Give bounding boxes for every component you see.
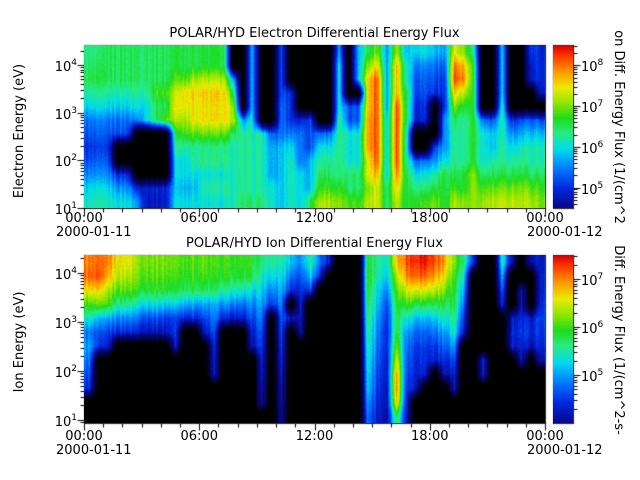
electron-date-left: 2000-01-11 [56, 225, 132, 240]
electron-x-tick-label: 18:00 [411, 211, 449, 226]
electron-date-right: 2000-01-12 [527, 225, 603, 240]
electron-chart-title: POLAR/HYD Electron Differential Energy F… [169, 26, 460, 41]
ion-colorbar-label: Diff. Energy Flux (1/(cm^2-s- [611, 245, 626, 435]
electron-y-tick-label: 101 [54, 201, 77, 219]
ion-x-tick-label: 00:00 [65, 429, 103, 444]
electron-x-tick-label: 00:00 [65, 211, 103, 226]
ion-colorbar-canvas [553, 255, 573, 423]
electron-y-tick-label: 103 [54, 106, 77, 124]
electron-x-tick-label: 00:00 [526, 211, 564, 226]
ion-colorbar-tick-label: 105 [581, 368, 604, 386]
electron-colorbar-canvas [553, 45, 573, 208]
electron-y-tick-label: 104 [54, 58, 77, 76]
electron-colorbar-tick-label: 105 [581, 181, 604, 199]
electron-colorbar-tick-label: 108 [581, 58, 604, 76]
electron-colorbar-label: on Diff. Energy Flux (1/(cm^2 [611, 30, 626, 224]
ion-x-tick-label: 12:00 [295, 429, 334, 444]
ion-x-tick-label: 06:00 [180, 429, 218, 444]
electron-y-tick-label: 102 [54, 153, 77, 171]
electron-x-tick-label: 12:00 [295, 211, 334, 226]
ion-date-right: 2000-01-12 [527, 443, 603, 458]
ion-x-tick-label: 00:00 [526, 429, 564, 444]
electron-spectrogram-canvas [84, 45, 545, 208]
ion-y-tick-label: 102 [54, 364, 77, 382]
ion-y-tick-label: 101 [54, 413, 77, 431]
ion-y-tick-label: 103 [54, 315, 77, 333]
ion-x-tick-label: 18:00 [411, 429, 449, 444]
ion-colorbar-tick-label: 107 [581, 272, 604, 290]
electron-y-axis-label: Electron Energy (eV) [12, 63, 27, 199]
ion-chart-title: POLAR/HYD Ion Differential Energy Flux [186, 236, 443, 251]
electron-x-tick-label: 06:00 [180, 211, 218, 226]
ion-y-axis-label: Ion Energy (eV) [12, 291, 27, 393]
electron-colorbar-tick-label: 107 [581, 99, 604, 117]
ion-y-tick-label: 104 [54, 266, 77, 284]
ion-date-left: 2000-01-11 [56, 443, 132, 458]
electron-colorbar-tick-label: 106 [581, 140, 604, 158]
ion-colorbar-tick-label: 106 [581, 320, 604, 338]
ion-spectrogram-canvas [84, 255, 545, 423]
